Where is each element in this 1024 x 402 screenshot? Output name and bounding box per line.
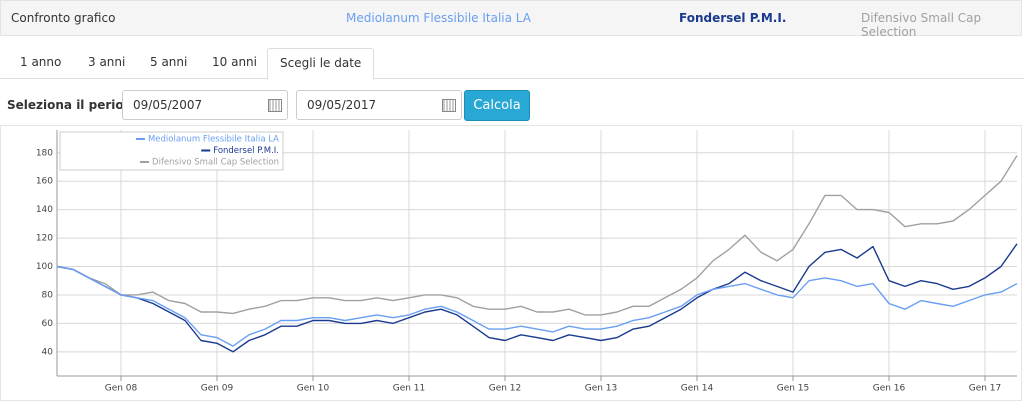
y-tick-label: 60 xyxy=(42,319,54,329)
x-tick-label: Gen 08 xyxy=(105,384,138,394)
x-tick-label: Gen 12 xyxy=(489,384,522,394)
tab[interactable]: 1 anno xyxy=(20,55,62,69)
x-tick-label: Gen 11 xyxy=(393,384,426,394)
x-tick-label: Gen 16 xyxy=(873,384,906,394)
legend-label: Fondersel P.M.I. xyxy=(213,146,279,156)
calendar-icon[interactable] xyxy=(268,99,282,112)
y-tick-label: 120 xyxy=(36,234,53,244)
x-tick-label: Gen 10 xyxy=(297,384,330,394)
header-title: Confronto grafico xyxy=(11,11,116,25)
x-tick-label: Gen 17 xyxy=(969,384,1002,394)
y-tick-label: 160 xyxy=(36,177,53,187)
y-tick-label: 100 xyxy=(36,262,53,272)
chart: 40 60 80 100 120 140 160 180 Gen 08 Gen 09 Gen 10 G… xyxy=(0,125,1022,401)
tab-active[interactable]: Scegli le date xyxy=(267,48,375,80)
end-date: 09/05/2017 xyxy=(307,98,377,112)
legend: Mediolanum Flessibile Italia LAFondersel… xyxy=(59,131,284,171)
tab-bar: 1 anno 3 anni 5 anni 10 anni Scegli le d… xyxy=(0,48,1024,80)
header-bar: Confronto grafico Mediolanum Flessibile … xyxy=(0,0,1022,39)
chart-frame xyxy=(0,125,1022,401)
series-line xyxy=(56,265,1018,347)
series-line xyxy=(56,243,1018,353)
y-tick-label: 180 xyxy=(36,148,53,158)
tab[interactable]: 5 anni xyxy=(150,55,188,69)
y-tick-label: 80 xyxy=(42,290,54,300)
x-tick-label: Gen 09 xyxy=(201,384,234,394)
end-date-input[interactable]: 09/05/2017 xyxy=(296,90,462,120)
x-tick-label: Gen 14 xyxy=(681,384,714,394)
x-tick-label: Gen 15 xyxy=(777,384,810,394)
header-series-name: Fondersel P.M.I. xyxy=(679,11,787,25)
header-series-name: Difensivo Small Cap Selection xyxy=(861,11,982,39)
y-tick-label: 40 xyxy=(42,347,54,357)
calcola-button[interactable]: Calcola xyxy=(464,90,530,121)
legend-box xyxy=(59,131,284,171)
tab[interactable]: 3 anni xyxy=(88,55,126,69)
header-series-name: Mediolanum Flessibile Italia LA xyxy=(346,11,531,25)
legend-label: Mediolanum Flessibile Italia LA xyxy=(148,135,279,145)
start-date: 09/05/2007 xyxy=(133,98,203,112)
y-tick-label: 140 xyxy=(36,205,53,215)
period-label: Seleziona il periodo: xyxy=(7,98,146,112)
legend-label: Difensivo Small Cap Selection xyxy=(152,158,279,168)
series-line xyxy=(56,155,1018,316)
calendar-icon[interactable] xyxy=(442,99,456,112)
start-date-input[interactable]: 09/05/2007 xyxy=(122,90,288,120)
x-tick-label: Gen 13 xyxy=(585,384,618,394)
tab[interactable]: 10 anni xyxy=(212,55,257,69)
